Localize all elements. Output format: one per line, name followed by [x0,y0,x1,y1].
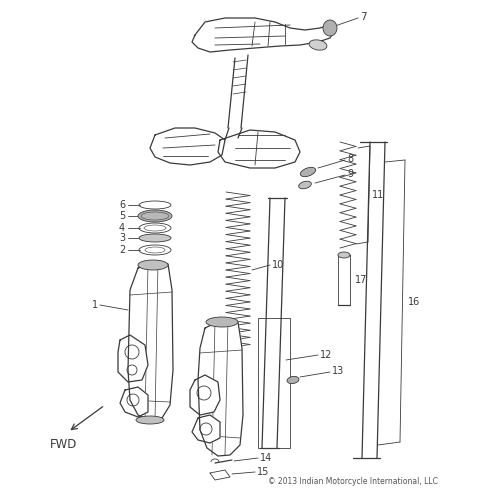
Text: 5: 5 [119,211,125,221]
Polygon shape [190,375,220,415]
Text: FWD: FWD [50,438,78,452]
Text: 13: 13 [332,366,344,376]
Text: 2: 2 [119,245,125,255]
Polygon shape [192,415,220,443]
Ellipse shape [138,260,168,270]
Text: 8: 8 [347,154,353,164]
Polygon shape [120,387,148,417]
Ellipse shape [287,376,299,384]
Text: 6: 6 [119,200,125,210]
Polygon shape [118,335,148,382]
Text: 12: 12 [320,350,332,360]
Ellipse shape [323,20,337,36]
Ellipse shape [338,252,350,258]
Ellipse shape [309,40,327,50]
Polygon shape [128,262,173,420]
Text: 3: 3 [119,233,125,243]
Ellipse shape [139,234,171,242]
Text: © 2013 Indian Motorcycle International, LLC: © 2013 Indian Motorcycle International, … [268,478,438,486]
Text: 4: 4 [119,223,125,233]
Bar [258,318,290,448]
Polygon shape [198,320,243,456]
Polygon shape [150,128,225,165]
Text: 14: 14 [260,453,272,463]
Ellipse shape [300,168,316,176]
Ellipse shape [206,317,238,327]
Text: 11: 11 [372,190,384,200]
Ellipse shape [138,210,172,222]
Text: 17: 17 [355,275,368,285]
Text: 16: 16 [408,297,420,307]
Text: 9: 9 [347,169,353,179]
Ellipse shape [136,416,164,424]
Text: 1: 1 [92,300,98,310]
Polygon shape [210,470,230,480]
Polygon shape [218,130,300,168]
Text: 7: 7 [360,12,366,22]
Polygon shape [192,18,335,52]
Ellipse shape [298,181,312,189]
Text: 15: 15 [257,467,270,477]
Text: 10: 10 [272,260,284,270]
